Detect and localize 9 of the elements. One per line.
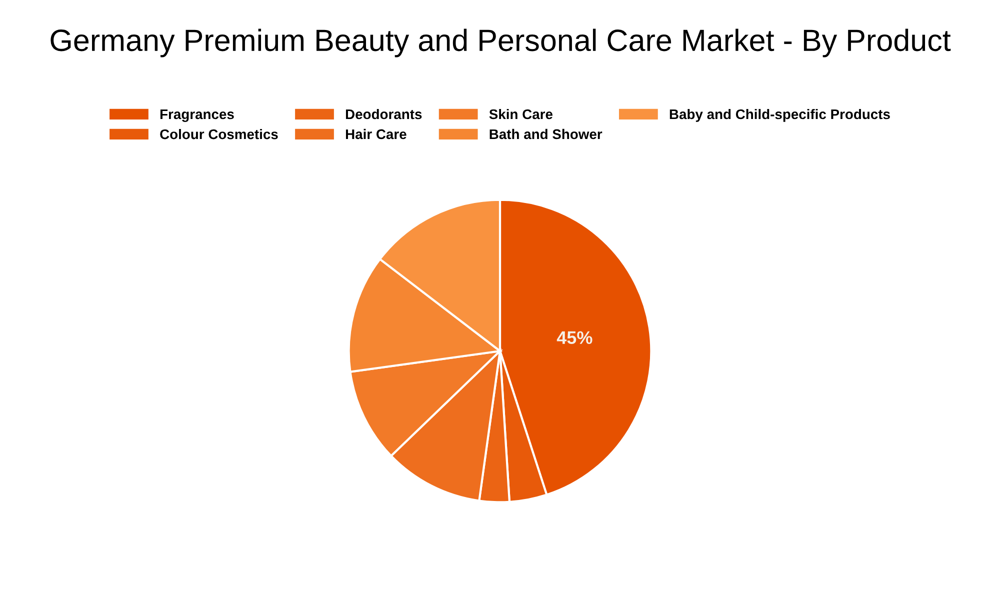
legend-label: Baby and Child-specific Products <box>670 108 890 122</box>
legend-label: Bath and Shower <box>490 128 602 140</box>
legend-label: Colour Cosmetics <box>160 128 278 140</box>
legend-label: Hair Care <box>346 128 406 140</box>
data-label: 45% <box>556 331 592 344</box>
legend-label: Fragrances <box>160 109 234 122</box>
legend-label: Deodorants <box>346 108 422 120</box>
chart-title: Germany Premium Beauty and Personal Care Market - By Product <box>50 28 951 58</box>
legend-label: Skin Care <box>489 108 552 120</box>
